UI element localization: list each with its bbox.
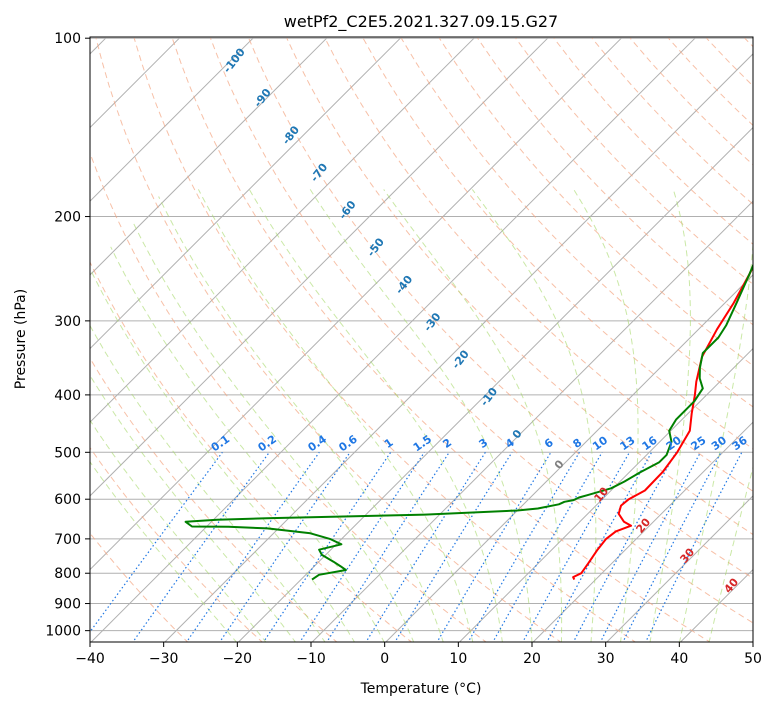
- x-tick-label: −20: [223, 651, 253, 667]
- x-tick-label: −40: [75, 651, 105, 667]
- y-tick-label: 300: [54, 314, 81, 330]
- y-tick-label: 800: [54, 566, 81, 582]
- x-tick-label: 50: [744, 651, 762, 667]
- y-tick-label: 500: [54, 445, 81, 461]
- x-tick-label: 30: [597, 651, 615, 667]
- x-tick-label: 0: [380, 651, 389, 667]
- y-tick-label: 400: [54, 388, 81, 404]
- y-tick-label: 700: [54, 532, 81, 548]
- y-tick-label: 1000: [45, 624, 81, 640]
- y-tick-label: 200: [54, 210, 81, 226]
- y-tick-label: 900: [54, 597, 81, 613]
- chart-title: wetPf2_C2E5.2021.327.09.15.G27: [284, 12, 558, 32]
- x-axis-title: Temperature (°C): [360, 681, 482, 697]
- x-tick-label: −10: [296, 651, 326, 667]
- x-tick-label: −30: [149, 651, 179, 667]
- y-tick-label: 600: [54, 492, 81, 508]
- x-tick-label: 40: [670, 651, 688, 667]
- x-tick-label: 10: [449, 651, 467, 667]
- x-tick-label: 20: [523, 651, 541, 667]
- y-tick-label: 100: [54, 31, 81, 47]
- y-axis-title: Pressure (hPa): [13, 289, 29, 389]
